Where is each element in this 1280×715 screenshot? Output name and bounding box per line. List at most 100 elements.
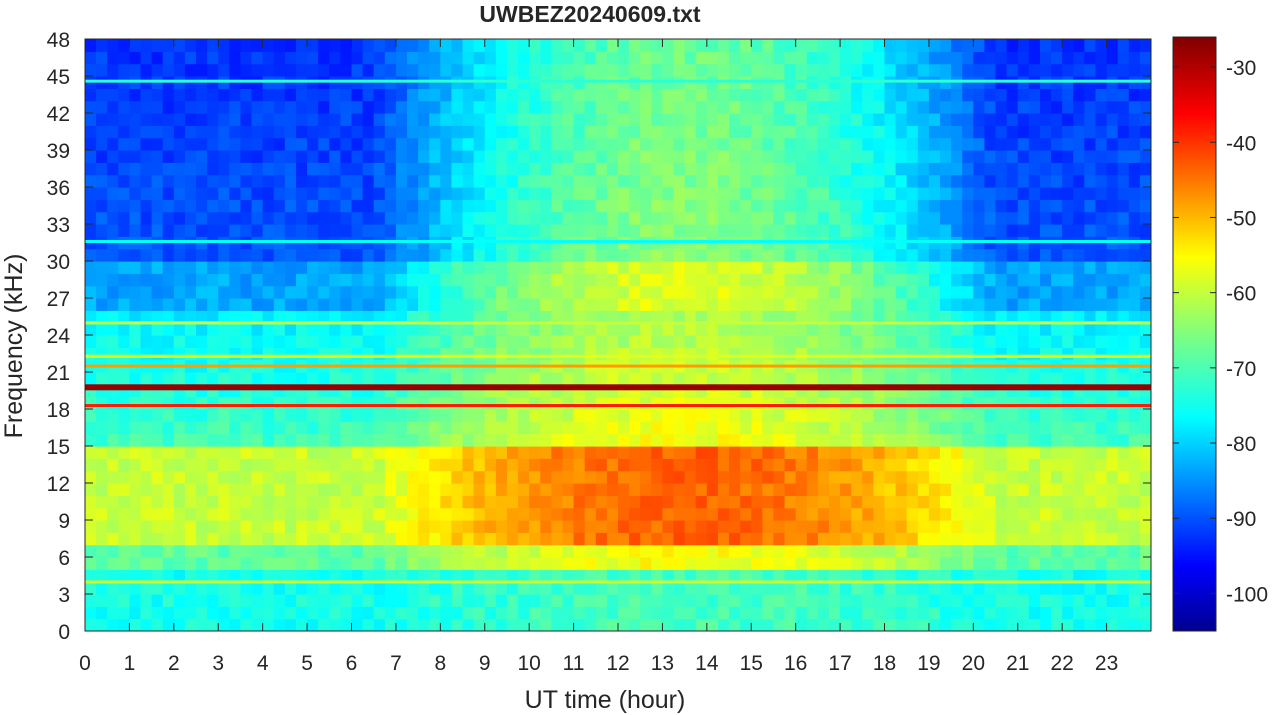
heatmap-cell bbox=[562, 433, 575, 447]
heatmap-cell bbox=[384, 409, 397, 422]
heatmap-cell bbox=[96, 162, 108, 176]
heatmap-cell bbox=[340, 433, 353, 447]
heatmap-cell bbox=[940, 248, 952, 262]
heatmap-cell bbox=[940, 273, 952, 287]
heatmap-cell bbox=[551, 100, 564, 114]
heatmap-cell bbox=[784, 421, 797, 435]
heatmap-cell bbox=[373, 174, 386, 188]
heatmap-cell bbox=[729, 483, 741, 496]
heatmap-cell bbox=[196, 150, 208, 163]
heatmap-cell bbox=[629, 211, 641, 225]
heatmap-cell bbox=[984, 470, 997, 484]
heatmap-cell bbox=[351, 125, 364, 139]
heatmap-cell bbox=[140, 532, 153, 546]
heatmap-cell bbox=[140, 470, 153, 484]
heatmap-cell bbox=[862, 199, 874, 213]
heatmap-cell bbox=[684, 113, 697, 126]
heatmap-cell bbox=[118, 618, 131, 631]
heatmap-cell bbox=[851, 174, 863, 188]
heatmap-cell bbox=[1028, 569, 1041, 583]
heatmap-cell bbox=[562, 335, 575, 348]
heatmap-cell bbox=[1028, 544, 1041, 558]
heatmap-cell bbox=[318, 446, 330, 459]
heatmap-cell bbox=[140, 174, 153, 188]
heatmap-cell bbox=[862, 581, 874, 595]
heatmap-cell bbox=[651, 88, 664, 102]
heatmap-cell bbox=[284, 594, 297, 607]
heatmap-cell bbox=[307, 137, 319, 151]
heatmap-cell bbox=[828, 606, 841, 620]
heatmap-cell bbox=[540, 335, 552, 348]
heatmap-cell bbox=[828, 224, 841, 237]
heatmap-cell bbox=[462, 606, 475, 620]
heatmap-cell bbox=[162, 187, 175, 200]
heatmap-cell bbox=[1084, 495, 1097, 509]
heatmap-cell bbox=[451, 137, 464, 151]
heatmap-cell bbox=[895, 618, 908, 631]
heatmap-cell bbox=[762, 495, 775, 509]
heatmap-cell bbox=[196, 199, 208, 213]
heatmap-cell bbox=[318, 187, 330, 200]
heatmap-cell bbox=[817, 335, 830, 348]
heatmap-cell bbox=[1039, 113, 1052, 126]
heatmap-cell bbox=[762, 187, 775, 200]
heatmap-cell bbox=[484, 211, 497, 225]
heatmap-cell bbox=[240, 569, 253, 583]
heatmap-cell bbox=[251, 285, 264, 299]
heatmap-cell bbox=[951, 446, 963, 459]
heatmap-cell bbox=[273, 187, 286, 200]
heatmap-cell bbox=[229, 483, 242, 496]
heatmap-cell bbox=[806, 384, 819, 398]
heatmap-cell bbox=[729, 298, 741, 311]
heatmap-cell bbox=[85, 113, 97, 126]
heatmap-cell bbox=[1095, 211, 1108, 225]
heatmap-cell bbox=[562, 174, 575, 188]
heatmap-cell bbox=[151, 569, 164, 583]
heatmap-cell bbox=[584, 322, 597, 336]
heatmap-cell bbox=[96, 224, 108, 237]
heatmap-cell bbox=[940, 285, 952, 299]
heatmap-cell bbox=[96, 137, 108, 151]
heatmap-cell bbox=[740, 162, 752, 176]
heatmap-cell bbox=[1106, 335, 1119, 348]
heatmap-cell bbox=[229, 285, 242, 299]
heatmap-cell bbox=[1028, 606, 1041, 620]
heatmap-cell bbox=[240, 581, 253, 595]
heatmap-cell bbox=[1095, 347, 1108, 361]
heatmap-cell bbox=[162, 470, 175, 484]
heatmap-cell bbox=[1062, 162, 1074, 176]
heatmap-cell bbox=[695, 569, 708, 583]
heatmap-cell bbox=[1017, 532, 1030, 546]
heatmap-cell bbox=[473, 495, 486, 509]
heatmap-cell bbox=[1039, 384, 1052, 398]
heatmap-cell bbox=[562, 544, 575, 558]
heatmap-cell bbox=[784, 187, 797, 200]
heatmap-cell bbox=[762, 458, 775, 472]
heatmap-cell bbox=[318, 557, 330, 570]
heatmap-cell bbox=[229, 594, 242, 607]
heatmap-cell bbox=[373, 211, 386, 225]
heatmap-cell bbox=[462, 507, 475, 521]
heatmap-cell bbox=[451, 63, 464, 77]
heatmap-cell bbox=[1073, 581, 1085, 595]
heatmap-cell bbox=[840, 298, 852, 311]
heatmap-cell bbox=[873, 532, 886, 546]
heatmap-cell bbox=[895, 421, 908, 435]
heatmap-cell bbox=[618, 273, 630, 287]
heatmap-cell bbox=[984, 446, 997, 459]
heatmap-cell bbox=[618, 470, 630, 484]
heatmap-cell bbox=[973, 298, 986, 311]
heatmap-cell bbox=[96, 100, 108, 114]
heatmap-cell bbox=[851, 483, 863, 496]
heatmap-cell bbox=[562, 396, 575, 410]
heatmap-cell bbox=[1062, 39, 1074, 52]
heatmap-cell bbox=[229, 433, 242, 447]
heatmap-cell bbox=[784, 322, 797, 336]
heatmap-cell bbox=[207, 51, 219, 65]
heatmap-cell bbox=[140, 125, 153, 139]
heatmap-cell bbox=[473, 409, 486, 422]
heatmap-cell bbox=[606, 569, 619, 583]
heatmap-cell bbox=[928, 39, 941, 52]
heatmap-cell bbox=[673, 187, 686, 200]
heatmap-cell bbox=[284, 150, 297, 163]
